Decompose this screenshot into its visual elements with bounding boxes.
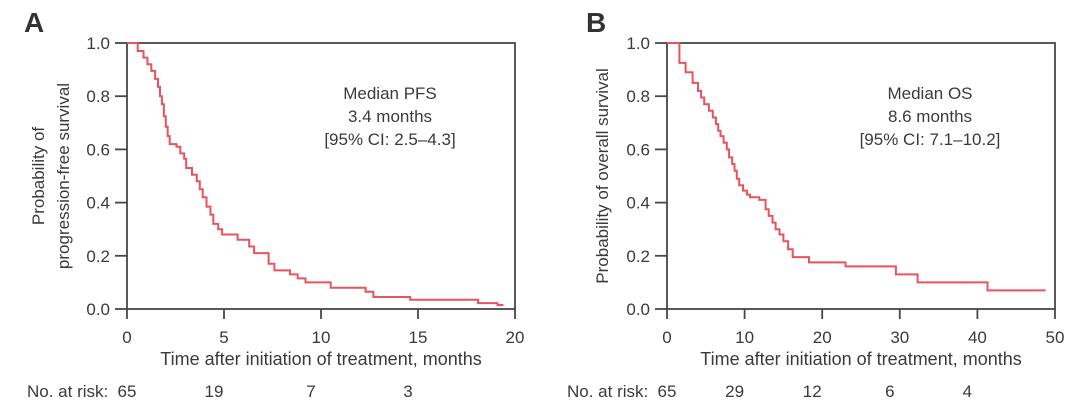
x-tick-label: 0 <box>122 328 131 347</box>
y-tick-label: 0.4 <box>86 194 110 213</box>
x-tick-label: 40 <box>968 328 987 347</box>
pfs-km-chart: 1.0 0.8 0.6 0.4 0.2 0.0 0 5 10 15 20 Time after ini… <box>27 34 525 401</box>
y-tick-label: 0.6 <box>626 140 650 159</box>
y-tick-label: 0.2 <box>626 247 650 266</box>
x-tick-label: 20 <box>813 328 832 347</box>
os-km-chart: 1.0 0.8 0.6 0.4 0.2 0.0 0 10 20 30 40 50 Time after … <box>567 34 1065 401</box>
y-tick-label: 1.0 <box>626 34 650 53</box>
plot-frame <box>666 42 1056 310</box>
median-annotation-line: 8.6 months <box>888 107 972 126</box>
panel-os: B 1.0 0.8 0.6 0.4 0.2 0.0 0 10 20 30 40 50 Time afte… <box>540 0 1080 419</box>
x-tick-label: 50 <box>1046 328 1065 347</box>
y-tick-label: 1.0 <box>86 34 110 53</box>
risk-count: 7 <box>306 382 315 401</box>
x-tick-label: 10 <box>312 328 331 347</box>
x-axis-title: Time after initiation of treatment, mont… <box>700 349 1021 369</box>
x-tick-label: 10 <box>735 328 754 347</box>
x-tick-label: 20 <box>506 328 525 347</box>
risk-count: 3 <box>403 382 412 401</box>
y-tick-label: 0.4 <box>626 194 650 213</box>
y-tick-label: 0.0 <box>626 300 650 319</box>
median-annotation-line: Median OS <box>887 84 972 103</box>
median-annotation-line: Median PFS <box>343 84 437 103</box>
y-tick-label: 0.2 <box>86 247 110 266</box>
risk-count: 65 <box>658 382 677 401</box>
x-tick-label: 5 <box>219 328 228 347</box>
x-tick-label: 30 <box>890 328 909 347</box>
y-axis-title: Probability of overall survival <box>593 68 612 283</box>
plot-frame <box>126 42 516 310</box>
y-tick-label: 0.6 <box>86 140 110 159</box>
y-axis-title: progression-free survival <box>54 83 73 269</box>
survival-curve <box>667 42 1046 292</box>
risk-row-label: No. at risk: <box>27 382 108 401</box>
x-tick-label: 0 <box>662 328 671 347</box>
y-tick-label: 0.8 <box>86 87 110 106</box>
median-annotation-line: [95% CI: 7.1–10.2] <box>860 130 1001 149</box>
panel-letter-b: B <box>586 7 607 38</box>
x-tick-label: 15 <box>409 328 428 347</box>
x-axis-title: Time after initiation of treatment, mont… <box>160 349 481 369</box>
risk-count: 65 <box>118 382 137 401</box>
y-tick-label: 0.8 <box>626 87 650 106</box>
risk-count: 6 <box>885 382 894 401</box>
y-tick-label: 0.0 <box>86 300 110 319</box>
risk-row-label: No. at risk: <box>567 382 648 401</box>
y-axis-title: Probability of <box>29 127 48 226</box>
risk-count: 19 <box>205 382 224 401</box>
panel-letter-a: A <box>24 7 45 38</box>
median-annotation-line: [95% CI: 2.5–4.3] <box>324 130 455 149</box>
survival-curve <box>127 42 504 306</box>
risk-count: 12 <box>803 382 822 401</box>
risk-count: 4 <box>963 382 972 401</box>
risk-count: 29 <box>725 382 744 401</box>
panel-pfs: A 1.0 0.8 0.6 0.4 0.2 0.0 0 5 10 15 20 Time after i… <box>24 7 525 402</box>
median-annotation-line: 3.4 months <box>348 107 432 126</box>
